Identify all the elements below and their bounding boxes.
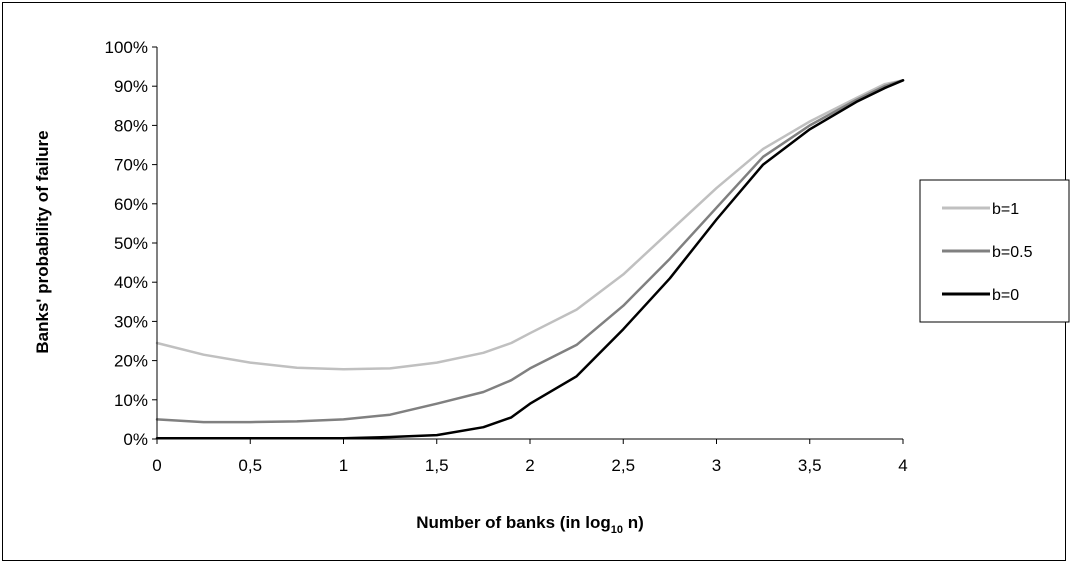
x-axis-title: Number of banks (in log10 n): [416, 513, 644, 536]
x-tick-label: 2: [525, 456, 534, 475]
legend-label: b=0: [992, 287, 1019, 304]
x-tick-label: 1,5: [425, 456, 449, 475]
x-tick-label: 3,5: [798, 456, 822, 475]
y-tick-label: 80%: [114, 116, 148, 135]
y-tick-label: 10%: [114, 391, 148, 410]
y-tick-label: 70%: [114, 156, 148, 175]
plot-area: [155, 79, 905, 440]
legend: b=1 b=0.5 b=0: [919, 179, 1070, 323]
x-tick-label: 0,5: [238, 456, 262, 475]
series-line-3: [155, 79, 905, 440]
axes: 0% 10% 20% 30% 40% 50% 60% 70% 80% 90% 100% 0 0,5 1 1,…: [105, 38, 908, 475]
series-line-2: [155, 79, 905, 424]
y-tick-label: 90%: [114, 77, 148, 96]
y-axis-title: Banks' probability of failure: [33, 130, 52, 353]
y-tick-label: 20%: [114, 352, 148, 371]
y-tick-label: 0%: [123, 430, 148, 449]
legend-label: b=1: [992, 201, 1019, 218]
x-axis-title-tail: n): [623, 513, 644, 532]
x-axis-title-subscript: 10: [611, 524, 623, 536]
y-tick-label: 100%: [105, 38, 148, 57]
x-axis-title-main: Number of banks (in log: [416, 513, 611, 532]
legend-box: [919, 179, 1070, 323]
y-tick-label: 60%: [114, 195, 148, 214]
x-tick-label: 2,5: [611, 456, 635, 475]
x-tick-label: 4: [898, 456, 907, 475]
y-tick-label: 30%: [114, 312, 148, 331]
y-tick-label: 40%: [114, 273, 148, 292]
x-tick-label: 3: [712, 456, 721, 475]
y-tick-label: 50%: [114, 234, 148, 253]
x-tick-label: 0: [152, 456, 161, 475]
series-line-1: [155, 79, 905, 371]
x-tick-label: 1: [339, 456, 348, 475]
legend-label: b=0.5: [992, 244, 1033, 261]
